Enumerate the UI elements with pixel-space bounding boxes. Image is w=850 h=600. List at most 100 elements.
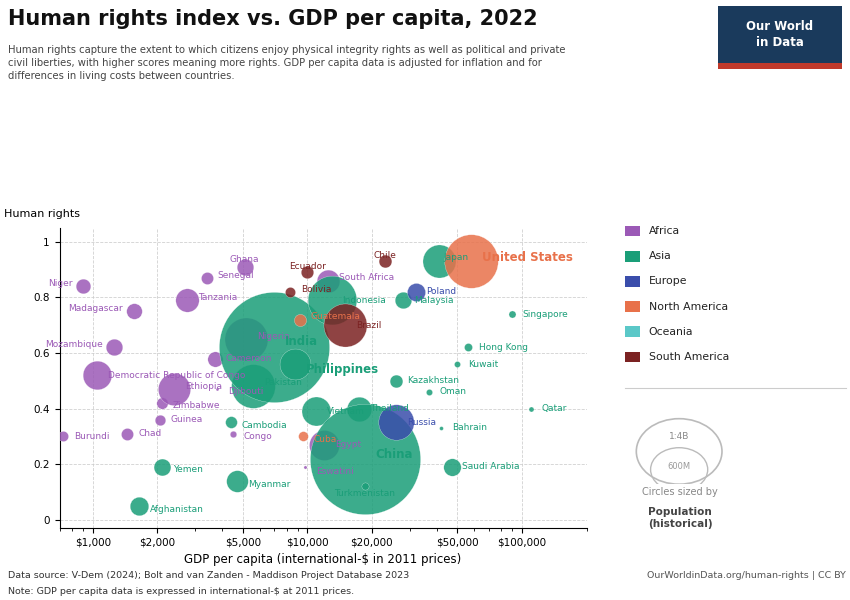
Point [208,354,222,364]
Text: Mozambique: Mozambique [45,340,103,349]
Text: Philippines: Philippines [306,363,379,376]
Text: Note: GDP per capita data is expressed in international-$ at 2011 prices.: Note: GDP per capita data is expressed i… [8,587,354,596]
Text: Vietnam: Vietnam [327,407,365,416]
Point [409,287,422,296]
Point [301,268,314,277]
Text: Africa: Africa [649,226,680,236]
Text: Our World
in Data: Our World in Data [746,20,813,49]
Text: Human rights capture the extent to which citizens enjoy physical integrity right: Human rights capture the extent to which… [8,45,566,82]
Point [267,343,280,352]
Point [155,462,168,472]
Point [422,387,436,397]
Point [396,295,410,305]
Point [432,257,445,266]
Point [318,440,332,449]
Text: Poland: Poland [427,287,456,296]
Text: Russia: Russia [407,418,436,427]
Point [200,273,213,283]
Text: Europe: Europe [649,277,687,286]
Text: Hong Kong: Hong Kong [479,343,528,352]
Point [210,385,224,394]
Point [246,382,260,391]
Point [230,476,244,485]
Text: Congo: Congo [244,432,272,441]
Point [450,359,464,369]
Text: Burundi: Burundi [74,432,110,441]
Point [325,295,338,305]
Text: Human rights index vs. GDP per capita, 2022: Human rights index vs. GDP per capita, 2… [8,9,538,29]
Point [389,418,403,427]
Text: Chad: Chad [138,429,162,438]
Text: Madagascar: Madagascar [68,304,123,313]
Text: OurWorldinData.org/human-rights | CC BY: OurWorldinData.org/human-rights | CC BY [647,571,846,580]
Point [358,454,371,463]
Text: Data source: V-Dem (2024); Bolt and van Zanden - Maddison Project Database 2023: Data source: V-Dem (2024); Bolt and van … [8,571,410,580]
Text: Yemen: Yemen [173,465,202,474]
Text: Egypt: Egypt [335,440,361,449]
Text: Senegal: Senegal [218,271,254,280]
Text: South America: South America [649,352,728,362]
Point [167,385,181,394]
Text: Niger: Niger [48,279,72,288]
Text: Human rights: Human rights [4,209,80,219]
Text: Bahrain: Bahrain [452,424,487,433]
Text: Chile: Chile [373,251,396,260]
Point [180,295,194,305]
Point [127,307,140,316]
Point [298,462,312,472]
Point [434,423,448,433]
Text: Nigeria: Nigeria [257,332,290,341]
Text: South Africa: South Africa [339,274,394,283]
Text: Guinea: Guinea [170,415,202,424]
Point [358,482,371,491]
Point [309,407,323,416]
Text: Afghanistan: Afghanistan [150,505,204,514]
Point [296,431,309,441]
Text: Ecuador: Ecuador [289,262,326,271]
Text: Thailand: Thailand [371,404,409,413]
Point [133,501,146,511]
Point [353,404,366,413]
Text: Turkmenistan: Turkmenistan [334,489,395,498]
Text: Asia: Asia [649,251,672,261]
Point [461,343,474,352]
Text: Myanmar: Myanmar [247,481,290,490]
Point [238,262,252,272]
Text: Cameroon: Cameroon [225,354,272,363]
Text: Pakistan: Pakistan [264,377,302,386]
Point [283,287,297,296]
Text: Qatar: Qatar [541,404,567,413]
Text: Japan: Japan [443,253,468,262]
Text: Guatemala: Guatemala [310,313,360,322]
Text: Djibouti: Djibouti [228,388,264,397]
Point [378,257,392,266]
Text: Indonesia: Indonesia [343,296,386,305]
Text: China: China [376,448,413,461]
X-axis label: GDP per capita (international-$ in 2011 prices): GDP per capita (international-$ in 2011 … [184,553,462,566]
Text: Bolivia: Bolivia [301,284,331,293]
Point [226,429,240,439]
Text: Population
(historical): Population (historical) [648,507,712,529]
Point [464,257,478,266]
Point [57,431,71,441]
Text: Cuba: Cuba [314,434,337,443]
Text: North America: North America [649,302,728,311]
Point [240,334,253,344]
Point [524,404,537,413]
Point [153,415,167,424]
Text: United States: United States [482,251,573,263]
Text: Cambodia: Cambodia [241,421,287,430]
Point [321,276,335,286]
Text: Zimbabwe: Zimbabwe [173,401,220,410]
Text: Democratic Republic of Congo: Democratic Republic of Congo [108,371,246,380]
Point [505,310,518,319]
Point [224,418,238,427]
Point [76,281,90,291]
Point [445,462,458,472]
Text: Circles sized by: Circles sized by [642,487,718,497]
Point [338,320,352,330]
Point [389,376,403,386]
Text: Malaysia: Malaysia [414,296,454,305]
Text: Oceania: Oceania [649,327,693,337]
Text: 600M: 600M [667,461,691,470]
